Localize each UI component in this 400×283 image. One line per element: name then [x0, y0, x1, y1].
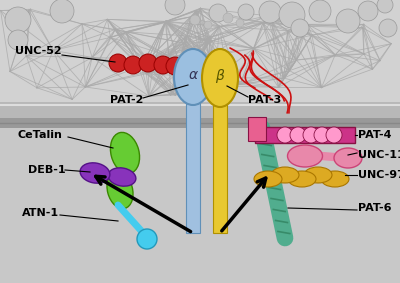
Text: PAT-2: PAT-2 — [110, 95, 143, 105]
Circle shape — [8, 30, 28, 50]
Text: PAT-3: PAT-3 — [248, 95, 281, 105]
Circle shape — [336, 9, 360, 33]
Circle shape — [358, 1, 378, 21]
Bar — [0, 0, 400, 105]
Text: PAT-4: PAT-4 — [358, 130, 392, 140]
Circle shape — [309, 0, 331, 22]
Ellipse shape — [107, 171, 133, 209]
Bar — [255, 127, 355, 143]
Circle shape — [379, 19, 397, 37]
Ellipse shape — [202, 49, 238, 107]
Circle shape — [139, 54, 157, 72]
Circle shape — [326, 127, 342, 143]
Circle shape — [109, 54, 127, 72]
Circle shape — [236, 19, 244, 27]
Text: $\alpha$: $\alpha$ — [188, 68, 198, 82]
Circle shape — [279, 2, 305, 28]
Bar — [0, 105, 400, 283]
Ellipse shape — [80, 163, 110, 183]
Circle shape — [124, 56, 142, 74]
Ellipse shape — [288, 145, 322, 167]
Circle shape — [277, 127, 293, 143]
Ellipse shape — [304, 167, 332, 183]
Text: ATN-1: ATN-1 — [22, 208, 59, 218]
Text: PAT-6: PAT-6 — [358, 203, 392, 213]
Circle shape — [165, 0, 185, 15]
Circle shape — [238, 4, 254, 20]
Circle shape — [190, 15, 200, 25]
Text: UNC-97: UNC-97 — [358, 170, 400, 180]
Circle shape — [314, 127, 330, 143]
Ellipse shape — [174, 49, 212, 105]
Ellipse shape — [334, 148, 362, 168]
Bar — [0, 102, 400, 120]
Bar — [213, 101, 227, 233]
Text: UNC-112: UNC-112 — [358, 150, 400, 160]
Circle shape — [50, 0, 74, 23]
Circle shape — [154, 56, 172, 74]
Circle shape — [377, 0, 393, 13]
Text: DEB-1: DEB-1 — [28, 165, 66, 175]
Ellipse shape — [108, 168, 136, 186]
Circle shape — [209, 4, 227, 22]
Circle shape — [291, 19, 309, 37]
Circle shape — [223, 13, 233, 23]
Ellipse shape — [271, 167, 299, 183]
Circle shape — [137, 229, 157, 249]
Ellipse shape — [254, 171, 282, 187]
Circle shape — [204, 21, 212, 29]
Bar — [248, 117, 266, 141]
Circle shape — [303, 127, 319, 143]
Bar — [0, 118, 400, 128]
Bar — [186, 101, 200, 233]
Text: $\beta$: $\beta$ — [215, 67, 225, 85]
Circle shape — [290, 127, 306, 143]
Circle shape — [259, 1, 281, 23]
Ellipse shape — [321, 171, 349, 187]
Circle shape — [5, 7, 31, 33]
Text: CeTalin: CeTalin — [18, 130, 63, 140]
Text: UNC-52: UNC-52 — [15, 46, 62, 56]
Circle shape — [166, 57, 184, 75]
Ellipse shape — [110, 132, 140, 173]
Ellipse shape — [288, 171, 316, 187]
